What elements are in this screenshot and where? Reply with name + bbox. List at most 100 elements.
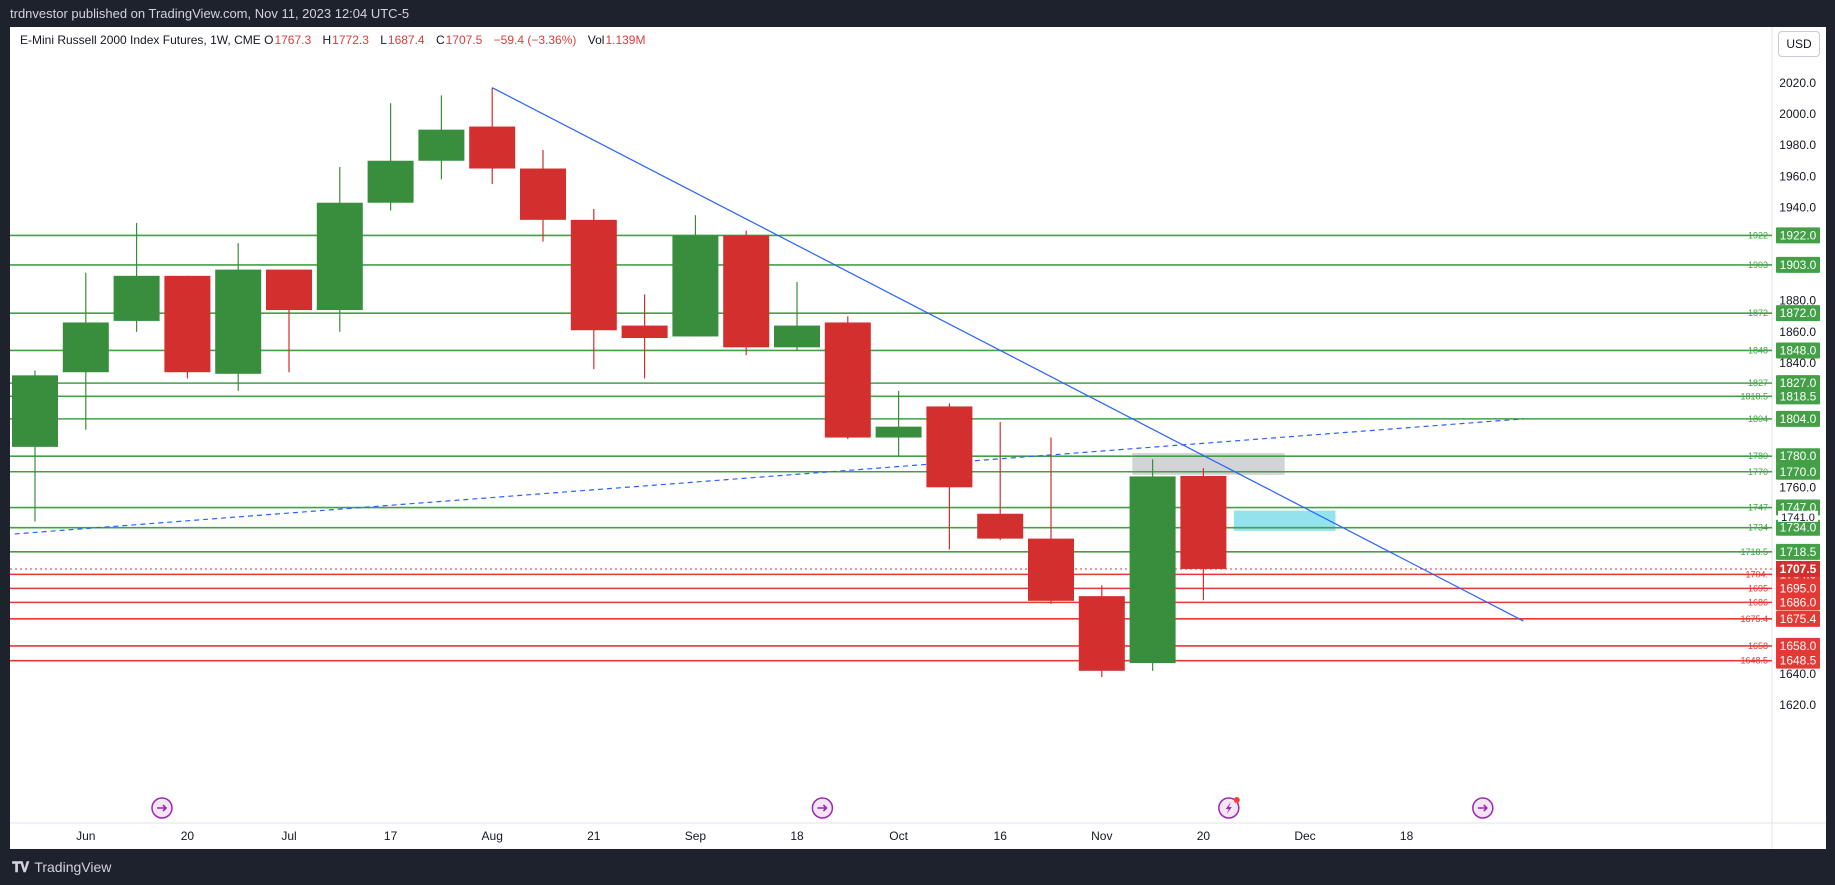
arrow-circle-icon[interactable] bbox=[811, 797, 834, 819]
symbol-title: E-Mini Russell 2000 Index Futures, 1W, C… bbox=[20, 33, 261, 47]
candle-body bbox=[977, 513, 1024, 539]
candle-body bbox=[12, 375, 58, 447]
close-label: C bbox=[435, 33, 445, 47]
last-price-badge-label: 1707.5 bbox=[1780, 562, 1817, 576]
level-badge bbox=[1776, 305, 1820, 322]
level-badge-label: 1848.0 bbox=[1780, 343, 1817, 357]
level-tag: 1734 bbox=[1748, 523, 1768, 533]
level-tag: 1695 bbox=[1748, 583, 1768, 593]
level-badge-label: 1804.0 bbox=[1780, 412, 1817, 426]
x-tick-label: 17 bbox=[384, 829, 398, 843]
level-badge-label: 1686.0 bbox=[1780, 595, 1817, 609]
level-badge-label: 1922.0 bbox=[1780, 228, 1817, 242]
open-label: O bbox=[264, 33, 274, 47]
candle-body bbox=[672, 235, 719, 337]
target-zone bbox=[1233, 510, 1336, 531]
level-badge-label: 1695.0 bbox=[1780, 581, 1817, 595]
candle-body bbox=[1028, 538, 1074, 601]
level-badge bbox=[1776, 342, 1820, 359]
level-badge-label: 1675.4 bbox=[1780, 612, 1817, 626]
candle-body bbox=[926, 406, 973, 488]
level-badge bbox=[1776, 610, 1820, 627]
candle-body bbox=[62, 322, 109, 373]
level-badge-label: 1770.0 bbox=[1780, 465, 1817, 479]
high-label: H bbox=[322, 33, 332, 47]
y-tick-label: 1860.0 bbox=[1779, 325, 1816, 339]
x-tick-label: 20 bbox=[181, 829, 195, 843]
level-tag: 1675.4 bbox=[1740, 614, 1768, 624]
candle-body bbox=[367, 160, 414, 203]
level-badge-label: 1818.5 bbox=[1780, 389, 1817, 403]
level-badge-label: 1872.0 bbox=[1780, 306, 1817, 320]
level-tag: 1903 bbox=[1748, 260, 1768, 270]
lightning-glyph bbox=[1225, 802, 1232, 814]
uptrend-line bbox=[14, 418, 1524, 535]
notification-dot bbox=[1233, 797, 1240, 803]
candle-body bbox=[520, 168, 566, 220]
level-tag: 1818.5 bbox=[1740, 391, 1768, 401]
arrow-glyph bbox=[817, 804, 828, 812]
x-tick-label: 20 bbox=[1197, 829, 1211, 843]
change-value: −59.4 (−3.36%) bbox=[493, 33, 577, 47]
candle-body bbox=[621, 325, 668, 339]
symbol-legend: E-Mini Russell 2000 Index Futures, 1W, C… bbox=[20, 33, 653, 47]
volume-value: 1.139M bbox=[605, 33, 646, 47]
downtrend-line bbox=[491, 87, 1524, 622]
overlap-badge-label: 1741.0 bbox=[1781, 512, 1815, 524]
y-tick-label: 1640.0 bbox=[1779, 667, 1816, 681]
x-tick-label: Jun bbox=[76, 829, 95, 843]
level-badge bbox=[1776, 652, 1820, 669]
x-tick-label: Sep bbox=[685, 829, 707, 843]
level-tag: 1686 bbox=[1748, 597, 1768, 607]
candle-body bbox=[113, 275, 160, 321]
x-tick-label: Aug bbox=[482, 829, 503, 843]
publish-info: trdnvestor published on TradingView.com,… bbox=[10, 6, 410, 21]
lightning-circle-icon[interactable] bbox=[1218, 797, 1240, 819]
y-tick-label: 1840.0 bbox=[1779, 356, 1816, 370]
x-tick-label: 21 bbox=[587, 829, 601, 843]
candle-body bbox=[469, 126, 516, 169]
level-badge bbox=[1776, 256, 1820, 273]
open-value: 1767.3 bbox=[274, 33, 312, 47]
candle-body bbox=[824, 322, 871, 438]
high-value: 1772.3 bbox=[332, 33, 369, 47]
y-tick-label: 2000.0 bbox=[1779, 107, 1816, 121]
level-tag: 1658 bbox=[1748, 641, 1768, 651]
low-value: 1687.4 bbox=[387, 33, 425, 47]
level-badge bbox=[1776, 448, 1820, 465]
candle-body bbox=[570, 219, 617, 331]
arrow-circle-icon[interactable] bbox=[151, 797, 173, 819]
level-badge bbox=[1776, 227, 1820, 244]
candle-body bbox=[1180, 475, 1227, 569]
level-tag: 1648.5 bbox=[1740, 656, 1768, 666]
level-badge-label: 1903.0 bbox=[1780, 258, 1817, 272]
level-badge bbox=[1776, 519, 1820, 536]
level-badge bbox=[1776, 375, 1820, 392]
candle-body bbox=[875, 426, 922, 438]
level-tag: 1804 bbox=[1748, 414, 1768, 424]
arrow-circle-icon[interactable] bbox=[1472, 797, 1494, 819]
candle-body bbox=[164, 275, 211, 373]
candle-body bbox=[215, 269, 262, 374]
chart-area[interactable] bbox=[10, 27, 1826, 849]
x-tick-label: Oct bbox=[889, 829, 908, 843]
level-badge bbox=[1776, 543, 1820, 560]
level-badge-label: 1780.0 bbox=[1780, 449, 1817, 463]
overlap-badge bbox=[1778, 510, 1818, 522]
level-badge bbox=[1776, 594, 1820, 611]
brand-name: TradingView bbox=[34, 859, 112, 875]
level-badge-label: 1734.0 bbox=[1780, 521, 1817, 535]
level-tag: 1872 bbox=[1748, 308, 1768, 318]
currency-button[interactable]: USD bbox=[1778, 31, 1820, 57]
candle-body bbox=[1129, 476, 1176, 664]
resistance-zone bbox=[1132, 453, 1285, 475]
level-tag: 1704. bbox=[1745, 569, 1768, 579]
x-tick-label: Dec bbox=[1294, 829, 1315, 843]
candle-body bbox=[723, 235, 770, 348]
y-tick-label: 1620.0 bbox=[1779, 698, 1816, 712]
y-tick-label: 2020.0 bbox=[1779, 76, 1816, 90]
level-badge-label: 1648.5 bbox=[1780, 654, 1817, 668]
level-badge bbox=[1776, 637, 1820, 654]
level-tag: 1770 bbox=[1748, 467, 1768, 477]
